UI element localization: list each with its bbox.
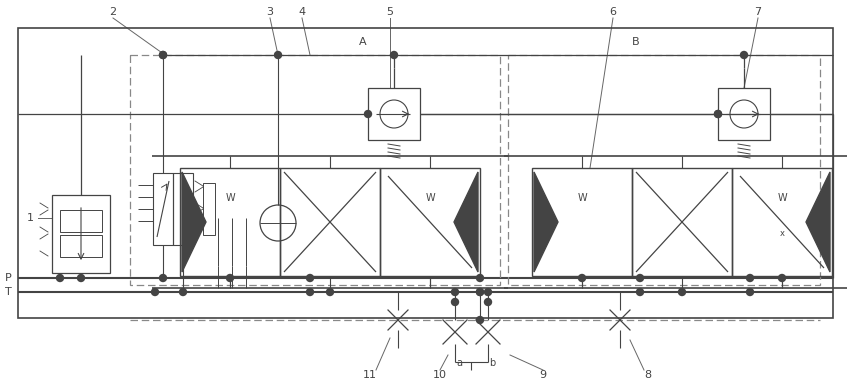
Circle shape (678, 288, 685, 296)
Polygon shape (454, 172, 478, 272)
Circle shape (57, 274, 64, 281)
Circle shape (180, 288, 186, 296)
Circle shape (746, 288, 754, 296)
Bar (732, 168, 832, 276)
Bar (153, 173, 173, 245)
Bar (508, 55, 820, 285)
Text: A: A (359, 37, 367, 47)
Circle shape (451, 298, 458, 305)
Circle shape (778, 274, 785, 281)
Bar (380, 168, 480, 276)
Text: T: T (5, 287, 12, 297)
Polygon shape (182, 172, 206, 272)
Text: 3: 3 (267, 7, 274, 17)
Circle shape (579, 274, 585, 281)
Text: B: B (632, 37, 639, 47)
Circle shape (746, 274, 754, 281)
Circle shape (364, 110, 372, 117)
Text: 2: 2 (109, 7, 117, 17)
Text: W: W (225, 193, 235, 203)
Circle shape (274, 51, 281, 59)
Circle shape (77, 274, 85, 281)
Bar (130, 55, 500, 285)
Bar (368, 88, 420, 140)
Bar (173, 173, 193, 245)
Circle shape (326, 288, 334, 296)
Circle shape (484, 298, 491, 305)
Text: 1: 1 (26, 213, 34, 223)
Circle shape (152, 288, 158, 296)
Bar (60, 210, 102, 232)
Text: W: W (577, 193, 587, 203)
Circle shape (451, 288, 458, 296)
Bar (203, 183, 215, 235)
Text: 4: 4 (298, 7, 306, 17)
Circle shape (636, 274, 644, 281)
Circle shape (636, 288, 644, 296)
Bar (60, 235, 102, 257)
Circle shape (477, 288, 484, 296)
Text: b: b (489, 358, 495, 368)
Circle shape (484, 288, 491, 296)
Circle shape (390, 51, 397, 59)
Circle shape (715, 110, 722, 117)
Circle shape (159, 51, 167, 59)
Text: P: P (5, 273, 12, 283)
Text: W: W (425, 193, 435, 203)
Text: x: x (779, 229, 784, 237)
Circle shape (159, 274, 167, 281)
Circle shape (307, 288, 313, 296)
Circle shape (226, 274, 234, 281)
Bar (280, 168, 380, 276)
Circle shape (477, 288, 484, 296)
Text: 8: 8 (645, 370, 651, 380)
Text: 9: 9 (540, 370, 546, 380)
Text: 7: 7 (755, 7, 761, 17)
Text: a: a (456, 358, 462, 368)
Circle shape (307, 274, 313, 281)
Text: 5: 5 (386, 7, 394, 17)
Bar (180, 168, 280, 276)
Circle shape (159, 51, 167, 59)
Bar (632, 168, 732, 276)
Bar (52, 195, 110, 273)
Text: 11: 11 (363, 370, 377, 380)
Text: 6: 6 (610, 7, 617, 17)
Circle shape (715, 110, 722, 117)
Bar (532, 168, 632, 276)
Circle shape (477, 274, 484, 281)
Circle shape (477, 317, 484, 323)
Polygon shape (534, 172, 558, 272)
Polygon shape (806, 172, 830, 272)
Text: 10: 10 (433, 370, 447, 380)
Bar (18, 28, 833, 318)
Circle shape (740, 51, 748, 59)
Text: W: W (778, 193, 787, 203)
Bar (718, 88, 770, 140)
